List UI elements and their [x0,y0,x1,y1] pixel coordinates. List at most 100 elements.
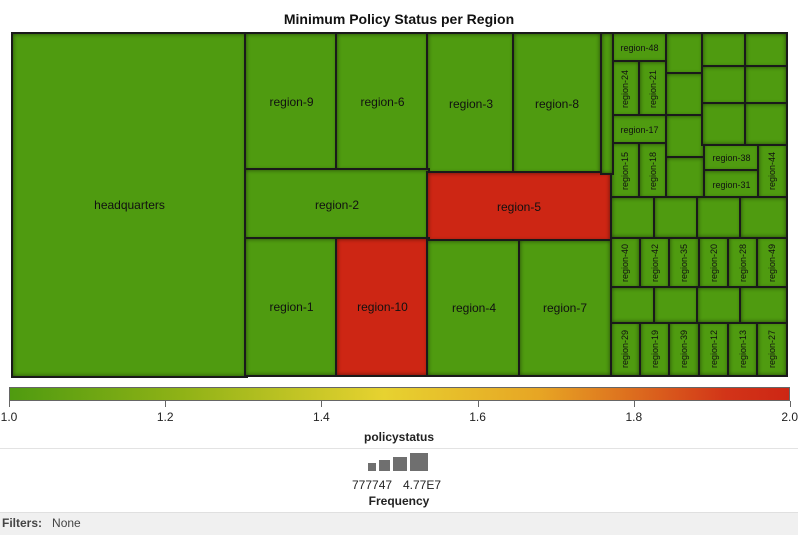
color-legend-tick [633,401,635,407]
treemap-cell-label: region-49 [767,243,777,282]
treemap-cell-region-15[interactable]: region-15 [610,142,641,200]
treemap-cell-label: region-44 [767,151,778,191]
treemap-cell-label: headquarters [94,198,165,212]
treemap-cell-region-1[interactable]: region-1 [244,237,339,377]
treemap-cell[interactable] [600,32,614,175]
treemap-cell-region-7[interactable]: region-7 [518,239,612,377]
treemap-cell-label: region-15 [620,151,631,191]
treemap-cell[interactable] [701,65,748,106]
treemap-cell-region-9[interactable]: region-9 [244,32,339,172]
treemap-cell-label: region-42 [650,243,660,282]
color-legend-tick-label: 1.6 [469,410,486,424]
treemap-cell-region-12[interactable]: region-12 [698,320,730,377]
treemap-cell-label: region-28 [738,243,748,282]
treemap-cell-label: region-29 [620,329,631,368]
treemap-cell[interactable] [665,32,705,76]
color-legend-bar [9,387,790,401]
treemap-cell-label: region-17 [620,125,659,135]
treemap-cell-headquarters[interactable]: headquarters [11,32,248,378]
treemap-cell-label: region-18 [648,151,659,191]
treemap-cell[interactable] [701,102,748,146]
treemap-cell-region-31[interactable]: region-31 [702,169,761,200]
treemap-cell[interactable] [744,32,788,69]
treemap-cell-region-29[interactable]: region-29 [610,320,641,377]
treemap-cell[interactable] [739,196,788,239]
treemap-cell-label: region-40 [620,243,631,282]
size-legend-max: 4.77E7 [403,478,442,492]
treemap-cell-region-27[interactable]: region-27 [756,320,788,377]
color-legend-tick [477,401,479,407]
treemap-cell-region-3[interactable]: region-3 [426,32,516,175]
treemap-cell-label: region-24 [620,69,631,109]
treemap-cell[interactable] [696,286,743,324]
treemap-cell-label: region-12 [709,329,719,368]
treemap-cell-region-24[interactable]: region-24 [610,60,641,118]
color-legend-tick-label: 1.4 [313,410,330,424]
size-legend-square [410,453,428,471]
legend-divider [0,448,798,449]
treemap-cell-label: region-6 [360,95,405,109]
treemap-cell-region-13[interactable]: region-13 [727,320,759,377]
color-legend-title: policystatus [363,430,435,444]
treemap-cell-label: region-4 [451,301,497,315]
treemap-cell-region-2[interactable]: region-2 [244,168,430,241]
treemap-cell-label: region-38 [712,152,751,163]
treemap-cell-label: region-5 [496,200,542,214]
filters-value: None [52,516,81,530]
treemap-cell-region-39[interactable]: region-39 [668,320,700,377]
treemap-cell[interactable] [665,72,705,118]
chart-title: Minimum Policy Status per Region [283,11,515,27]
treemap-cell[interactable] [610,196,657,239]
treemap-cell-region-20[interactable]: region-20 [698,235,730,290]
treemap-cell[interactable] [739,286,788,324]
treemap-cell-region-19[interactable]: region-19 [639,320,671,377]
treemap-cell[interactable] [610,286,657,324]
treemap-cell-label: region-20 [709,243,719,282]
size-legend-square [393,457,407,471]
treemap-cell-label: region-8 [534,96,580,111]
treemap-cell-region-17[interactable]: region-17 [610,114,669,146]
treemap-cell-region-8[interactable]: region-8 [512,32,602,175]
size-legend-title: Frequency [368,494,430,508]
color-legend-tick-label: 2.0 [781,410,798,424]
treemap-cell[interactable] [653,196,700,239]
filters-bar: Filters: None [0,512,798,535]
color-legend-tick [321,401,323,407]
treemap-cell-region-42[interactable]: region-42 [639,235,671,290]
color-legend-tick [165,401,167,407]
color-legend-tick-label: 1.8 [625,410,643,424]
treemap-cell-region-6[interactable]: region-6 [335,32,430,172]
treemap-cell-region-28[interactable]: region-28 [727,235,759,290]
treemap-cell-region-4[interactable]: region-4 [426,239,522,377]
treemap-cell[interactable] [653,286,700,324]
treemap-cell-region-44[interactable]: region-44 [757,142,788,200]
treemap-cell-region-5[interactable]: region-5 [426,171,612,243]
treemap-cell[interactable] [665,114,705,160]
color-legend-tick-label: 1.0 [0,410,18,424]
treemap-cell-region-49[interactable]: region-49 [756,235,788,290]
treemap-cell-label: region-35 [679,243,689,282]
treemap-cell-label: region-9 [269,95,314,109]
size-legend-square [379,460,390,471]
treemap-cell-region-10[interactable]: region-10 [335,237,430,377]
size-legend-square [368,463,376,471]
treemap-cell-label: region-7 [542,301,588,315]
treemap-cell-label: region-21 [648,69,659,109]
color-legend-tick-label: 1.2 [156,410,174,424]
treemap-cell-label: region-1 [269,300,314,314]
treemap-cell[interactable] [696,196,743,239]
treemap-cell-label: region-39 [679,329,689,368]
treemap-cell-label: region-27 [767,329,777,368]
treemap-cell[interactable] [744,65,788,106]
treemap-cell-label: region-13 [738,329,748,368]
treemap-cell[interactable] [744,102,788,146]
treemap-cell[interactable] [665,156,705,200]
treemap-cell-label: region-48 [620,43,659,53]
treemap-cell-label: region-3 [448,96,494,111]
treemap-cell-region-40[interactable]: region-40 [610,235,641,290]
color-legend-tick [9,401,10,407]
size-legend-min: 777747 [352,478,393,492]
treemap-cell[interactable] [701,32,748,69]
treemap-cell-region-35[interactable]: region-35 [668,235,700,290]
treemap-cell-label: region-2 [314,197,360,212]
